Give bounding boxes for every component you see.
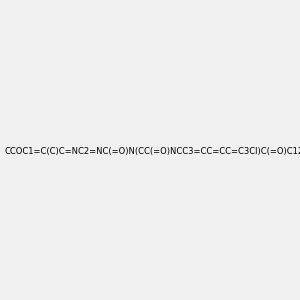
Text: CCOC1=C(C)C=NC2=NC(=O)N(CC(=O)NCC3=CC=CC=C3Cl)C(=O)C12: CCOC1=C(C)C=NC2=NC(=O)N(CC(=O)NCC3=CC=CC…: [4, 147, 300, 156]
